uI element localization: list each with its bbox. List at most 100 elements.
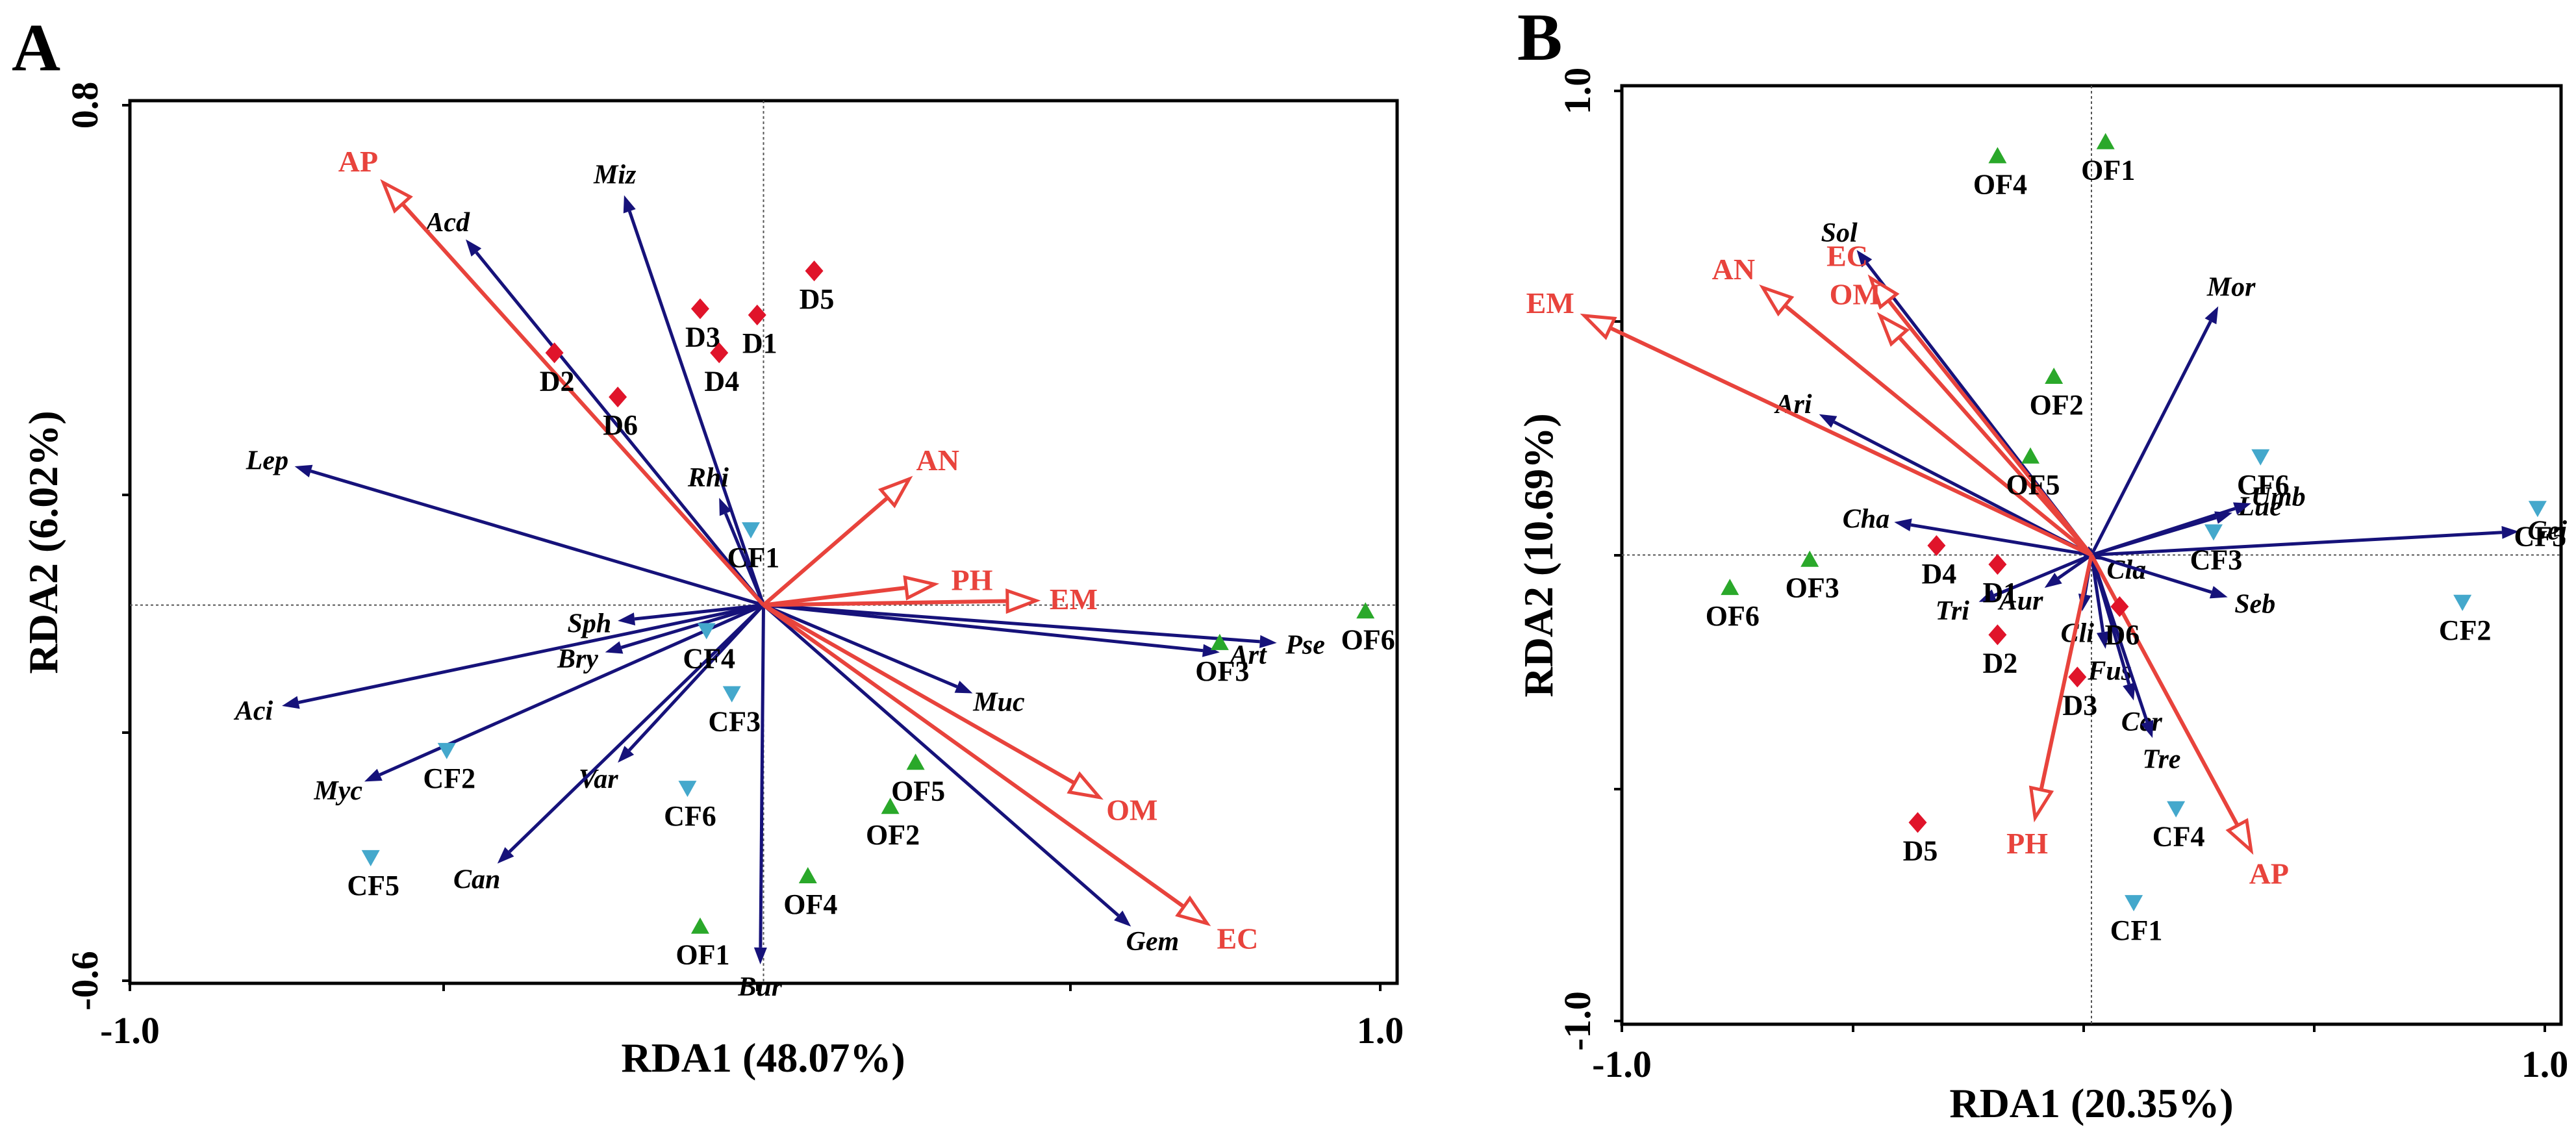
- sample-label: CF1: [2110, 914, 2163, 946]
- sample-point-cf5: CF5: [347, 850, 399, 901]
- species-label: Seb: [2234, 590, 2275, 620]
- sample-point-cf1: CF1: [2110, 895, 2163, 946]
- sample-marker-triangle-up: [906, 753, 925, 770]
- env-arrow-line: [763, 599, 1008, 607]
- species-arrow-line: [763, 603, 1260, 644]
- panel-a-marks: Acd Miz Lep Rhi Sph Bry Aci Myc Var Can Bur Gem Muc A…: [233, 145, 1395, 1002]
- env-arrow-head: [1175, 895, 1211, 927]
- species-label: Tri: [1936, 596, 1969, 626]
- sample-marker-triangle-down: [697, 623, 716, 640]
- env-arrow-line: [1609, 326, 2093, 557]
- species-arrow-head: [623, 195, 636, 214]
- sample-marker-triangle-up: [690, 917, 709, 934]
- env-arrow-line: [1784, 304, 2093, 557]
- species-arrow-line: [627, 603, 765, 751]
- sample-marker-diamond: [1908, 812, 1927, 833]
- env-label: EC: [1826, 239, 1868, 272]
- sample-label: CF1: [727, 542, 780, 573]
- sample-point-d2: D2: [1983, 624, 2018, 679]
- panel-b-ticks: [1614, 90, 2546, 1032]
- species-arrow-head: [294, 464, 313, 477]
- species-arrow-head: [605, 641, 624, 654]
- sample-marker-triangle-down: [678, 781, 697, 798]
- species-arrow-head: [2209, 586, 2228, 599]
- sample-label: D5: [1903, 835, 1938, 866]
- sample-label: D6: [603, 409, 638, 441]
- sample-point-cf3: CF3: [2190, 524, 2242, 575]
- species-arrow-mor: Mor: [2090, 272, 2256, 556]
- sample-label: D2: [1983, 647, 2018, 679]
- env-arrow-head: [1867, 274, 1900, 310]
- sample-point-cf5: CF5: [2514, 501, 2567, 552]
- sample-label: OF1: [2081, 155, 2135, 186]
- panel-label-b: B: [1517, 0, 1562, 75]
- species-arrow-miz: Miz: [593, 160, 765, 606]
- species-arrow-pse: Pse: [763, 603, 1325, 660]
- panel-a-ylabel: RDA2 (6.02%): [20, 410, 66, 674]
- env-arrow-an: AN: [762, 444, 959, 607]
- env-arrow-line: [1887, 299, 2093, 557]
- species-arrow-rhi: Rhi: [687, 463, 765, 606]
- env-label: EM: [1526, 286, 1574, 320]
- species-arrow-line: [1993, 553, 2092, 598]
- sample-marker-diamond: [1927, 535, 1946, 557]
- sample-marker-triangle-down: [2204, 524, 2223, 541]
- sample-label: D1: [1983, 577, 2018, 609]
- species-arrow-line: [620, 603, 764, 649]
- sample-marker-triangle-down: [2167, 801, 2186, 818]
- sample-label: CF2: [423, 762, 475, 794]
- sample-label: OF2: [2030, 389, 2084, 421]
- env-arrow-ec: EC: [1826, 239, 2093, 557]
- species-arrow-head: [466, 239, 482, 257]
- env-arrow-om: OM: [763, 603, 1157, 827]
- species-arrow-line: [634, 603, 764, 621]
- sample-marker-triangle-down: [741, 522, 760, 539]
- species-arrow-head: [2233, 502, 2251, 515]
- env-arrow-head: [903, 575, 940, 601]
- env-arrow-head: [1759, 284, 1795, 317]
- species-arrow-head: [497, 847, 514, 864]
- env-label: EM: [1050, 583, 1098, 616]
- species-arrow-cha: Cha: [1843, 504, 2092, 557]
- species-arrow-head: [1114, 910, 1131, 927]
- env-arrow-line: [763, 585, 907, 607]
- species-label: Miz: [593, 160, 637, 190]
- panel-a: A -1.0 1.0 0.8 -0.6 RDA1 (48.07%) RDA2 (…: [12, 10, 1404, 1081]
- panel-a-ytick-top: 0.8: [64, 82, 106, 129]
- sample-point-cf6: CF6: [2237, 449, 2290, 501]
- sample-marker-triangle-up: [1721, 579, 1739, 596]
- sample-point-cf6: CF6: [664, 781, 716, 832]
- sample-marker-triangle-up: [1988, 147, 2007, 164]
- sample-label: CF6: [664, 800, 716, 832]
- sample-label: CF2: [2439, 614, 2492, 646]
- species-arrow-head: [2044, 572, 2062, 588]
- env-arrow-head: [2028, 785, 2054, 823]
- env-label: AN: [1712, 253, 1755, 286]
- sample-marker-triangle-down: [2251, 449, 2270, 466]
- sample-point-d5: D5: [800, 260, 834, 315]
- env-arrow-line: [762, 603, 1185, 909]
- species-label: Myc: [313, 776, 362, 806]
- species-arrow-line: [2090, 320, 2212, 556]
- species-arrow-bry: Bry: [557, 603, 764, 674]
- sample-label: D4: [1922, 558, 1957, 590]
- species-label: Acd: [423, 208, 470, 238]
- sample-point-d1: D1: [1983, 553, 2018, 609]
- sample-point-d2: D2: [540, 342, 574, 397]
- sample-label: OF3: [1195, 655, 1249, 687]
- sample-marker-diamond: [545, 342, 564, 364]
- species-arrow-line: [2091, 553, 2212, 594]
- sample-point-of6: OF6: [1341, 602, 1395, 655]
- species-label: Can: [453, 864, 500, 894]
- sample-point-cf4: CF4: [683, 623, 735, 674]
- env-label: OM: [1830, 278, 1881, 311]
- panel-a-xtick-right: 1.0: [1357, 1009, 1404, 1052]
- env-arrow-head: [2225, 818, 2254, 855]
- sample-marker-triangle-up: [2021, 447, 2040, 464]
- sample-marker-triangle-down: [2125, 895, 2143, 912]
- species-arrow-head: [282, 696, 300, 709]
- species-arrow-lep: Lep: [246, 446, 764, 607]
- sample-label: CF5: [2514, 520, 2567, 552]
- env-label: AP: [338, 145, 378, 178]
- species-label: Aci: [233, 696, 273, 726]
